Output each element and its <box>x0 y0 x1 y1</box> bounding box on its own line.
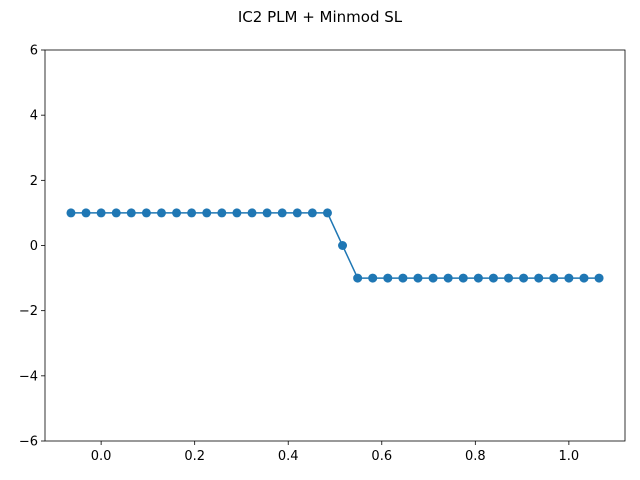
y-tick-label: −2 <box>19 304 38 319</box>
x-tick-label: 0.4 <box>278 449 299 464</box>
data-point <box>413 273 423 283</box>
data-point <box>111 208 121 218</box>
x-tick-label: 0.0 <box>91 449 112 464</box>
data-point <box>172 208 182 218</box>
data-point <box>473 273 483 283</box>
data-point <box>579 273 589 283</box>
data-point <box>428 273 438 283</box>
data-point <box>549 273 559 283</box>
y-tick-label: 4 <box>30 109 38 124</box>
data-point <box>126 208 136 218</box>
data-point <box>443 273 453 283</box>
data-point <box>322 208 332 218</box>
data-point <box>232 208 242 218</box>
data-point <box>292 208 302 218</box>
data-point <box>338 241 348 250</box>
data-point <box>202 208 212 218</box>
x-tick-label: 0.8 <box>465 449 486 464</box>
data-point <box>187 208 197 218</box>
data-point <box>66 208 76 218</box>
x-tick-label: 0.2 <box>184 449 205 464</box>
x-tick-label: 1.0 <box>559 449 580 464</box>
y-tick-label: −4 <box>19 369 38 384</box>
data-point <box>519 273 529 283</box>
data-point <box>458 273 468 283</box>
data-point <box>96 208 106 218</box>
data-point <box>217 208 227 218</box>
data-point <box>368 273 378 283</box>
data-point <box>247 208 257 218</box>
data-point <box>81 208 91 218</box>
y-tick-label: 6 <box>30 44 38 59</box>
chart-title: IC2 PLM + Minmod SL <box>238 8 403 26</box>
data-point <box>383 273 393 283</box>
data-point <box>398 273 408 283</box>
data-point <box>262 208 272 218</box>
y-tick-label: 2 <box>30 174 38 189</box>
y-tick-label: −6 <box>19 435 38 450</box>
data-point <box>353 273 363 283</box>
data-point <box>488 273 498 283</box>
data-point <box>277 208 287 218</box>
x-tick-label: 0.6 <box>371 449 392 464</box>
data-point <box>307 208 317 218</box>
data-point <box>156 208 166 218</box>
axes-frame <box>44 49 626 442</box>
data-point <box>534 273 544 283</box>
y-tick-label: 0 <box>30 239 38 254</box>
data-point <box>141 208 151 218</box>
data-point <box>504 273 514 283</box>
data-point <box>564 273 574 283</box>
plot-area: 0.0 0.2 0.4 0.6 0.8 1.0 −6 −4 −2 0 2 4 6 <box>19 44 626 464</box>
data-point <box>594 273 604 283</box>
